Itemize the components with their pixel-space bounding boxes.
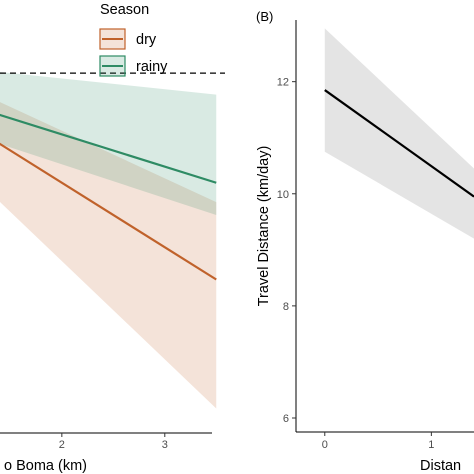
- panel-b-y-ticks: 6 8 10 12: [277, 77, 296, 425]
- y-tick-label: 10: [277, 189, 289, 201]
- panel-b-confidence-band: [324, 28, 474, 239]
- confidence-band: [324, 28, 474, 239]
- panel-a-confidence-bands: [0, 72, 217, 409]
- panel-a-x-axis-title: o Boma (km): [4, 458, 87, 474]
- panel-b-y-axis-title: Travel Distance (km/day): [256, 146, 272, 307]
- panel-a-series-lines: [0, 113, 217, 281]
- band-rainy: [0, 72, 217, 215]
- panel-b-x-axis-title: Distan: [420, 458, 461, 474]
- x-tick-label: 2: [59, 439, 65, 451]
- legend: Season dry rainy: [99, 2, 168, 77]
- fitted-line: [324, 89, 474, 198]
- x-tick-label: 0: [322, 439, 328, 451]
- legend-title: Season: [100, 2, 149, 18]
- legend-label-rainy: rainy: [136, 59, 168, 75]
- panel-b-label: (B): [256, 9, 273, 24]
- legend-items: dry rainy: [99, 28, 168, 77]
- y-tick-label: 8: [283, 301, 289, 313]
- panel-b-series-line: [324, 89, 474, 198]
- legend-label-dry: dry: [136, 32, 157, 48]
- y-tick-label: 12: [277, 77, 289, 89]
- x-tick-label: 3: [162, 439, 168, 451]
- series-line-rainy: [0, 113, 217, 184]
- x-tick-label: 1: [428, 439, 434, 451]
- y-tick-label: 6: [283, 413, 289, 425]
- series-line-dry: [0, 142, 217, 281]
